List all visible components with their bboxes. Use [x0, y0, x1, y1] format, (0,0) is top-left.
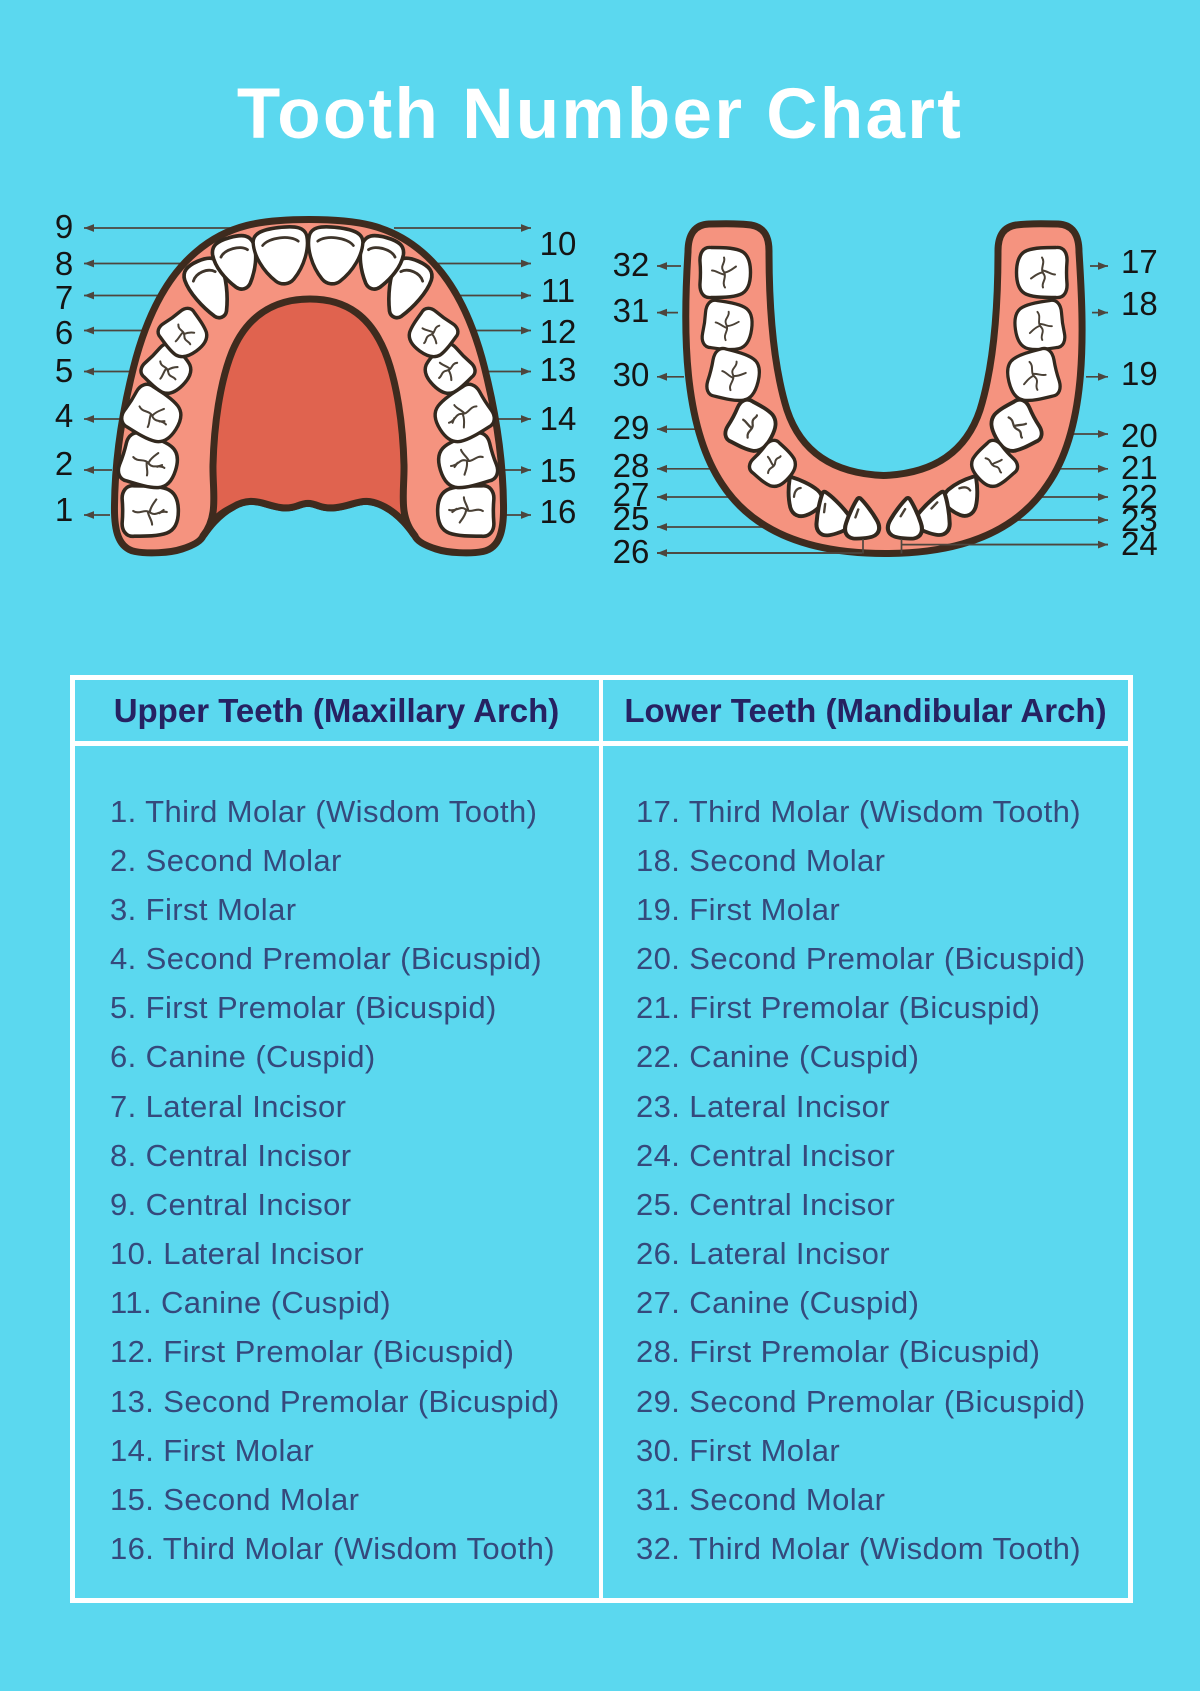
- svg-text:27: 27: [613, 476, 650, 513]
- svg-text:7: 7: [55, 279, 73, 316]
- svg-text:24: 24: [1121, 525, 1158, 562]
- svg-text:19: 19: [1121, 355, 1158, 392]
- svg-text:23: 23: [1121, 501, 1158, 538]
- svg-text:30: 30: [613, 356, 650, 393]
- svg-text:5: 5: [55, 352, 73, 389]
- svg-text:22: 22: [1121, 478, 1158, 515]
- svg-text:15: 15: [540, 452, 577, 489]
- svg-text:29: 29: [613, 409, 650, 446]
- svg-text:11: 11: [541, 272, 575, 309]
- svg-text:1: 1: [55, 491, 73, 528]
- svg-text:21: 21: [1121, 449, 1158, 486]
- svg-text:28: 28: [613, 447, 650, 484]
- svg-text:10: 10: [540, 225, 577, 262]
- svg-text:8: 8: [55, 245, 73, 282]
- svg-text:12: 12: [540, 313, 577, 350]
- svg-text:9: 9: [55, 208, 73, 245]
- svg-text:26: 26: [613, 533, 650, 570]
- svg-text:18: 18: [1121, 285, 1158, 322]
- svg-text:4: 4: [55, 397, 73, 434]
- svg-text:2: 2: [55, 445, 73, 482]
- svg-text:14: 14: [540, 400, 577, 437]
- svg-text:13: 13: [540, 351, 577, 388]
- svg-text:32: 32: [613, 246, 650, 283]
- svg-text:17: 17: [1121, 243, 1158, 280]
- svg-text:31: 31: [613, 292, 650, 329]
- svg-text:16: 16: [540, 493, 577, 530]
- svg-text:6: 6: [55, 314, 73, 351]
- svg-text:25: 25: [613, 500, 650, 537]
- svg-text:20: 20: [1121, 417, 1158, 454]
